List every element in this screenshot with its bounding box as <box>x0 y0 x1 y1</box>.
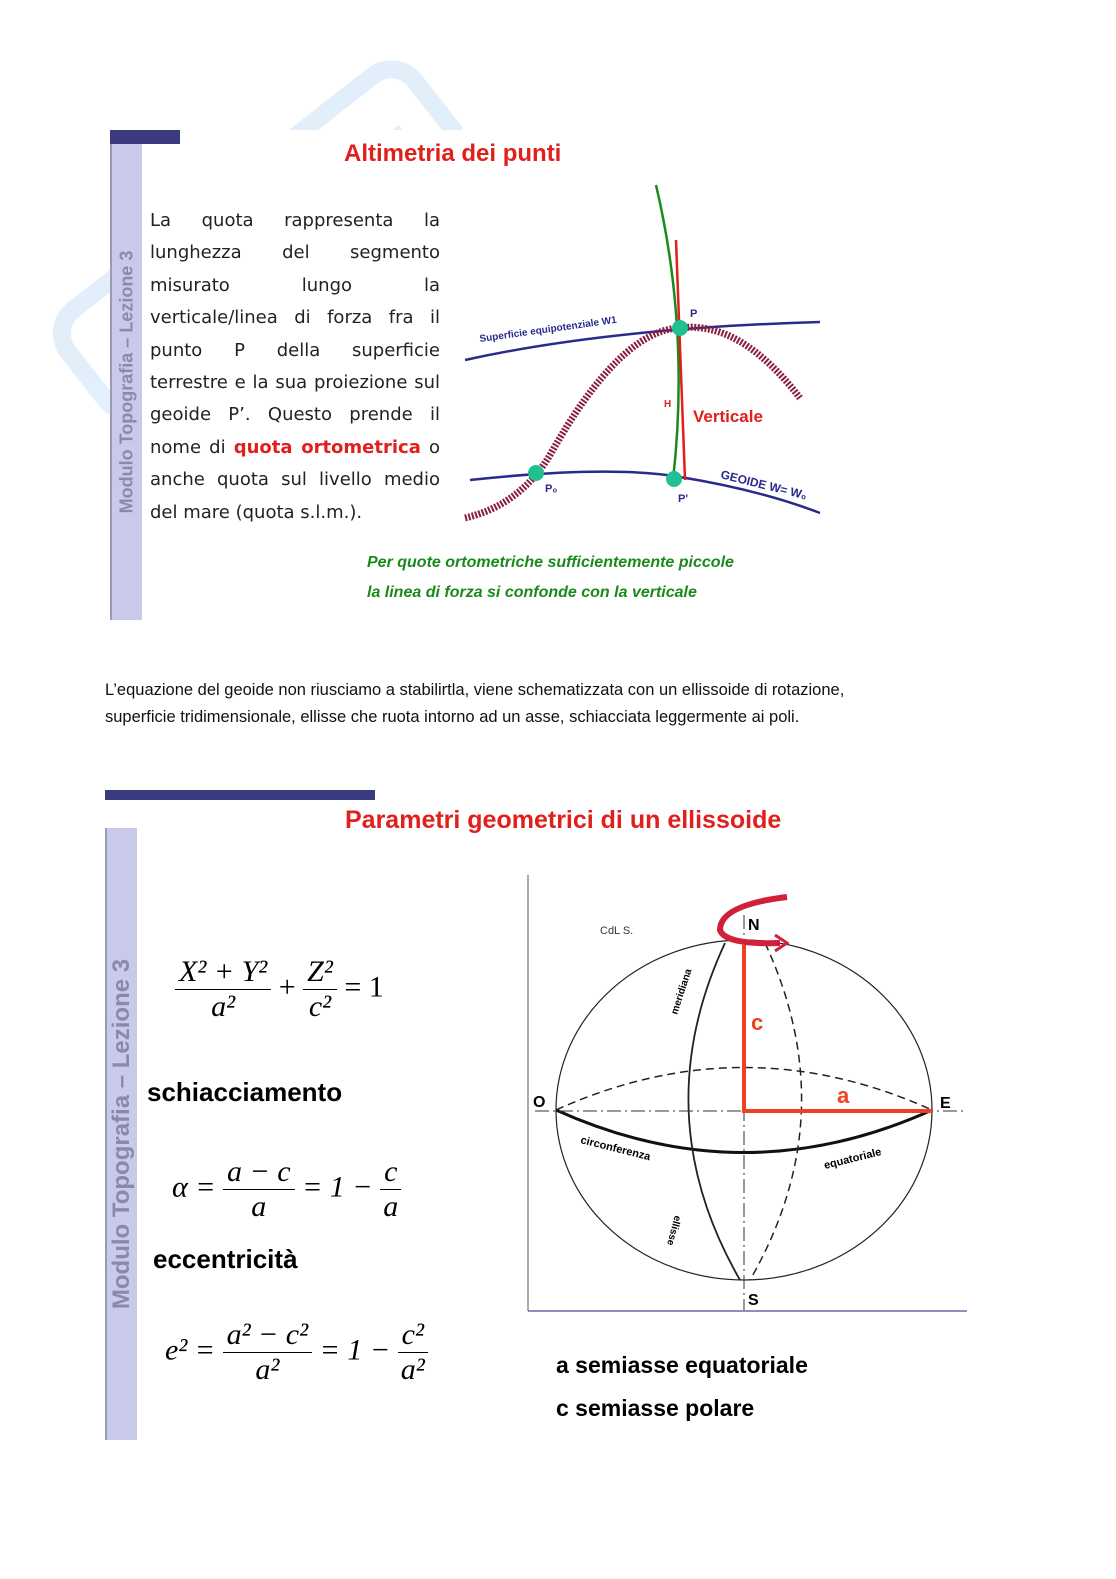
body-line-2: superficie tridimensionale, ellisse che … <box>105 708 800 726</box>
caption-line-2: la linea di forza si confonde con la ver… <box>367 584 697 601</box>
label-p: P <box>690 308 697 320</box>
ellipsoid-equation: X² + Y² a² + Z² c² = 1 <box>175 955 384 1024</box>
point-p <box>672 320 688 336</box>
body-line-1: L’equazione del geoide non riusciamo a s… <box>105 681 845 699</box>
ellipsoid-diagram: N S O E c a meridiana ellisse circonfere… <box>527 875 967 1312</box>
label-meridiana: meridiana <box>669 967 694 1016</box>
legend-c: c semiasse polare <box>556 1395 755 1421</box>
label-s: S <box>748 1292 759 1309</box>
label-a: a <box>837 1083 850 1108</box>
label-verticale: Verticale <box>693 407 763 426</box>
slide-ellissoide: Modulo Topografia – Lezione 3 Parametri … <box>105 790 1000 1440</box>
label-c: c <box>751 1010 763 1035</box>
point-pprime <box>666 471 682 487</box>
label-o: O <box>533 1094 545 1111</box>
label-geoide: GEOIDE W= W₀ <box>719 467 808 502</box>
eccentricita-heading: eccentricità <box>153 1244 298 1274</box>
cursor-label: CdL S. <box>600 925 633 937</box>
geoid-diagram: Superficie equipotenziale W1 P H Vertica… <box>464 184 821 522</box>
legend-a: a semiasse equatoriale <box>556 1352 808 1378</box>
label-e: E <box>940 1095 951 1112</box>
slide-sidebar: Modulo Topografia – Lezione 3 <box>110 144 142 620</box>
slide-sidebar: Modulo Topografia – Lezione 3 <box>105 828 137 1440</box>
caption-line-1: Per quote ortometriche sufficientemente … <box>367 554 734 571</box>
surface-label: Superficie equipotenziale W1 <box>479 315 618 345</box>
label-equatoriale: equatoriale <box>823 1146 883 1172</box>
slide-paragraph: La quota rappresenta la lunghezza del se… <box>150 210 440 523</box>
point-p0 <box>528 465 544 481</box>
schiacciamento-heading: schiacciamento <box>147 1077 343 1107</box>
label-h: H <box>664 399 671 410</box>
slide-altimetria: Modulo Topografia – Lezione 3 Altimetria… <box>110 130 820 620</box>
sidebar-label: Modulo Topografia – Lezione 3 <box>108 958 135 1310</box>
label-p0: P₀ <box>545 483 557 495</box>
label-n: N <box>748 917 760 934</box>
label-pprime: P' <box>678 493 688 505</box>
label-ellisse: ellisse <box>664 1214 683 1247</box>
slide-title: Altimetria dei punti <box>344 140 562 167</box>
sidebar-label: Modulo Topografia – Lezione 3 <box>116 250 137 514</box>
eccentricity-equation: e² = a² − c² a² = 1 − c² a² <box>165 1318 428 1387</box>
slide-title: Parametri geometrici di un ellissoide <box>345 806 782 834</box>
